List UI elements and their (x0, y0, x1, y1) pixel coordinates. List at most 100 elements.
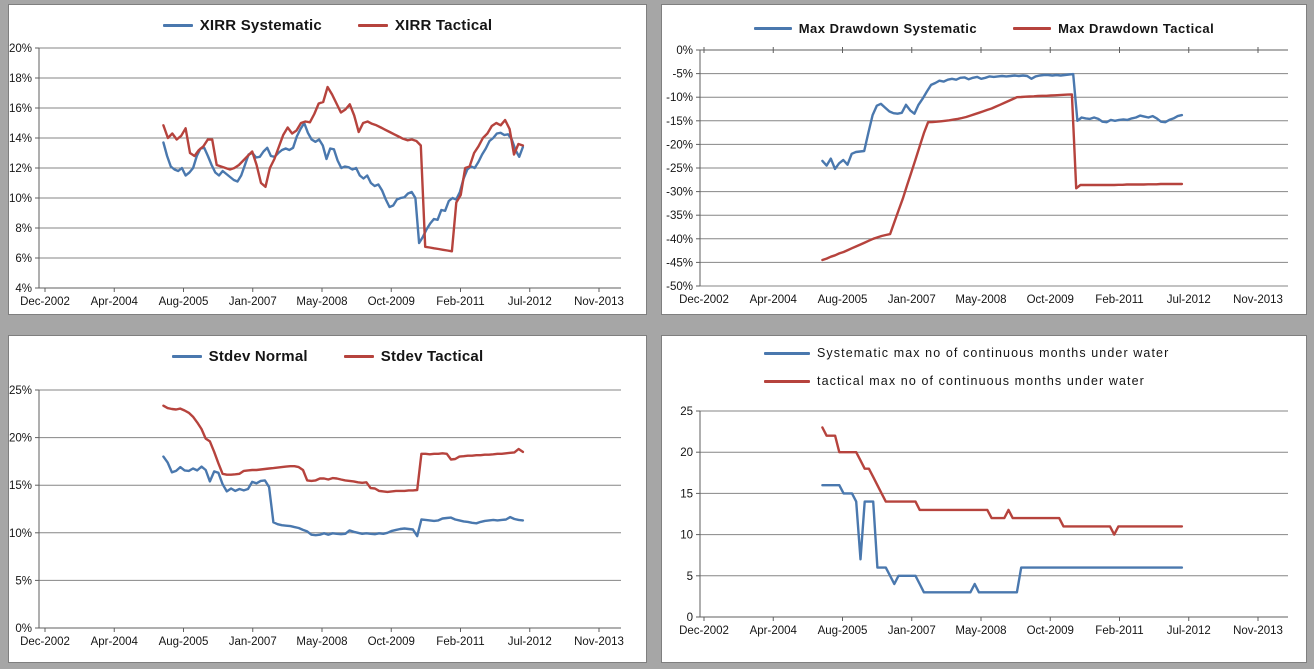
legend: Max Drawdown Systematic Max Drawdown Tact… (662, 21, 1306, 36)
legend-item: XIRR Tactical (357, 17, 493, 34)
x-tick-label: Oct-2009 (1027, 294, 1074, 306)
x-tick-label: Feb-2011 (1095, 625, 1143, 637)
x-tick-label: May-2008 (296, 296, 347, 308)
x-tick-label: Nov-2013 (1233, 294, 1283, 306)
series-line-systematic_blue (162, 121, 525, 245)
x-tick-label: Dec-2002 (20, 296, 70, 308)
xirr-chart-panel: 20% 18% 16% 14% 12% 10% 8% 6% 4% Dec-2002 Apr-2004… (8, 4, 647, 315)
x-tick-label: Jul-2012 (1167, 294, 1211, 306)
x-tick-label: Aug-2005 (159, 296, 209, 308)
y-tick-label: 20% (9, 43, 32, 55)
x-tick-label: Jan-2007 (888, 294, 936, 306)
legend-line-icon (162, 24, 193, 27)
legend-line-icon (764, 351, 810, 355)
legend-item: XIRR Systematic (162, 17, 322, 34)
y-tick-label: 14% (9, 133, 32, 145)
y-tick-label: 15% (9, 480, 32, 492)
legend-item: tactical max no of continuous months und… (764, 374, 1145, 388)
y-tick-label: -50% (666, 281, 693, 293)
series-line-systematic_blue (162, 455, 525, 538)
y-tick-label: -40% (666, 234, 693, 246)
underwater-months-chart-panel: 25 20 15 10 5 0 Dec-2002 Apr-2004 Aug-2005 Jan-20… (661, 335, 1307, 663)
x-tick-label: Oct-2009 (1027, 625, 1074, 637)
legend-line-icon (357, 24, 388, 27)
y-tick-label: 16% (9, 103, 32, 115)
stdev-chart-panel: 25% 20% 15% 10% 5% 0% Dec-2002 Apr-2004 Aug-2005… (8, 335, 647, 663)
y-tick-label: -15% (666, 116, 693, 128)
y-tick-label: 8% (15, 223, 32, 235)
y-tick-label: 5 (687, 571, 693, 583)
legend-label: XIRR Systematic (199, 17, 322, 34)
y-tick-label: -5% (673, 69, 693, 81)
legend-item: Systematic max no of continuous months u… (764, 346, 1169, 360)
chart-plot-area: 20% 18% 16% 14% 12% 10% 8% 6% 4%Dec-2002 Apr-2004… (9, 43, 624, 308)
x-tick-label: Nov-2013 (1233, 625, 1283, 637)
x-tick-label: Jan-2007 (229, 296, 277, 308)
y-tick-label: 20 (680, 447, 693, 459)
y-tick-label: 6% (15, 253, 32, 265)
max-drawdown-chart-panel: 0% -5% -10% -15% -20% -25% -30% -35% -40% -45% -50… (661, 4, 1307, 315)
y-tick-label: 10% (9, 528, 32, 540)
x-tick-label: Apr-2004 (91, 636, 139, 648)
legend-label: Stdev Tactical (380, 348, 484, 365)
legend-item: Stdev Normal (171, 348, 308, 365)
x-tick-label: Jan-2007 (888, 625, 936, 637)
legend-line-icon (1013, 27, 1052, 30)
legend-label: tactical max no of continuous months und… (817, 374, 1145, 388)
x-tick-label: Feb-2011 (436, 296, 484, 308)
x-tick-label: Oct-2009 (368, 636, 415, 648)
y-tick-label: 25% (9, 385, 32, 397)
x-tick-label: Oct-2009 (368, 296, 415, 308)
y-tick-label: -20% (666, 139, 693, 151)
series-line-tactical_red (821, 93, 1184, 262)
x-tick-label: May-2008 (955, 625, 1006, 637)
x-tick-label: Dec-2002 (679, 294, 729, 306)
x-tick-label: Dec-2002 (679, 625, 729, 637)
legend: Stdev Normal Stdev Tactical (9, 348, 646, 365)
y-tick-label: 4% (15, 283, 32, 295)
x-tick-label: Nov-2013 (574, 296, 624, 308)
x-tick-label: Feb-2011 (1095, 294, 1143, 306)
legend-label: Systematic max no of continuous months u… (817, 346, 1170, 360)
x-tick-label: Jul-2012 (1167, 625, 1211, 637)
y-tick-label: 20% (9, 433, 32, 445)
legend-item: Max Drawdown Tactical (1013, 21, 1214, 36)
x-tick-label: Aug-2005 (159, 636, 209, 648)
legend-label: Stdev Normal (208, 348, 308, 365)
x-tick-label: Apr-2004 (750, 625, 798, 637)
y-tick-label: -25% (666, 163, 693, 175)
y-tick-label: -45% (666, 257, 693, 269)
y-tick-label: 0% (15, 623, 32, 635)
y-tick-label: 25 (680, 406, 693, 418)
y-tick-label: 10% (9, 193, 32, 205)
chart-plot-area: 25% 20% 15% 10% 5% 0%Dec-2002 Apr-2004 Aug-2005… (9, 385, 624, 648)
x-tick-label: Aug-2005 (818, 294, 868, 306)
legend: XIRR Systematic XIRR Tactical (9, 17, 646, 34)
series-line-systematic_blue (821, 483, 1184, 594)
legend-label: XIRR Tactical (394, 17, 493, 34)
x-tick-label: Aug-2005 (818, 625, 868, 637)
x-tick-label: Jan-2007 (229, 636, 277, 648)
legend-line-icon (343, 355, 374, 358)
legend-label: Max Drawdown Systematic (798, 21, 978, 36)
legend: Systematic max no of continuous months u… (662, 346, 1306, 360)
y-tick-label: 18% (9, 73, 32, 85)
series-line-tactical_red (162, 85, 525, 253)
chart-plot-area: 0% -5% -10% -15% -20% -25% -30% -35% -40% -45% -50… (666, 45, 1288, 306)
x-tick-label: Jul-2012 (508, 296, 552, 308)
y-tick-label: 15 (680, 488, 693, 500)
legend: tactical max no of continuous months und… (662, 374, 1306, 388)
y-tick-label: -30% (666, 187, 693, 199)
x-tick-label: Apr-2004 (91, 296, 139, 308)
y-tick-label: -10% (666, 92, 693, 104)
legend-item: Stdev Tactical (343, 348, 484, 365)
x-tick-label: Dec-2002 (20, 636, 70, 648)
y-tick-label: -35% (666, 210, 693, 222)
y-tick-label: 12% (9, 163, 32, 175)
y-tick-label: 0 (687, 612, 693, 624)
legend-item: Max Drawdown Systematic (753, 21, 978, 36)
series-line-tactical_red (162, 404, 525, 494)
x-tick-label: Feb-2011 (436, 636, 484, 648)
